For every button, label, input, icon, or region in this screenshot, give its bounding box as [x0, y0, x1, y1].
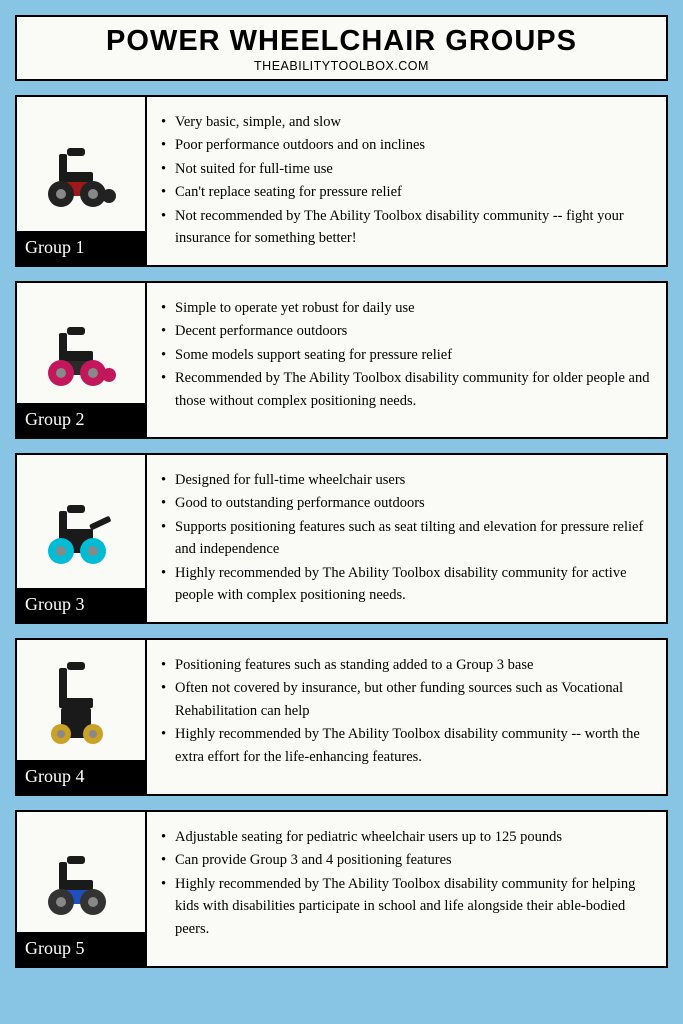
bullet-item: Poor performance outdoors and on incline…	[175, 134, 650, 156]
card-body: Designed for full-time wheelchair usersG…	[145, 455, 666, 622]
group-card: Group 1 Very basic, simple, and slowPoor …	[15, 95, 668, 267]
group-label: Group 3	[17, 588, 145, 622]
group-label: Group 4	[17, 760, 145, 794]
bullet-item: Designed for full-time wheelchair users	[175, 469, 650, 491]
bullet-item: Adjustable seating for pediatric wheelch…	[175, 826, 650, 848]
header-banner: POWER WHEELCHAIR GROUPS THEABILITYTOOLBO…	[15, 15, 668, 81]
wheelchair-icon	[31, 822, 131, 922]
bullet-item: Not suited for full-time use	[175, 158, 650, 180]
bullet-item: Not recommended by The Ability Toolbox d…	[175, 205, 650, 250]
wheelchair-image-box	[17, 640, 145, 760]
bullet-list: Designed for full-time wheelchair usersG…	[157, 469, 650, 607]
wheelchair-image-box	[17, 812, 145, 932]
bullet-item: Highly recommended by The Ability Toolbo…	[175, 723, 650, 768]
bullet-list: Positioning features such as standing ad…	[157, 654, 650, 768]
group-label: Group 2	[17, 403, 145, 437]
group-card: Group 4 Positioning features such as stan…	[15, 638, 668, 796]
card-body: Positioning features such as standing ad…	[145, 640, 666, 794]
group-card: Group 2 Simple to operate yet robust for …	[15, 281, 668, 439]
bullet-item: Very basic, simple, and slow	[175, 111, 650, 133]
card-left: Group 5	[17, 812, 145, 966]
card-left: Group 3	[17, 455, 145, 622]
wheelchair-image-box	[17, 97, 145, 231]
card-body: Adjustable seating for pediatric wheelch…	[145, 812, 666, 966]
bullet-item: Can't replace seating for pressure relie…	[175, 181, 650, 203]
bullet-item: Can provide Group 3 and 4 positioning fe…	[175, 849, 650, 871]
groups-container: Group 1 Very basic, simple, and slowPoor …	[15, 95, 668, 968]
page-title: POWER WHEELCHAIR GROUPS	[27, 25, 656, 58]
card-body: Simple to operate yet robust for daily u…	[145, 283, 666, 437]
group-card: Group 3 Designed for full-time wheelchair…	[15, 453, 668, 624]
wheelchair-icon	[31, 293, 131, 393]
bullet-item: Positioning features such as standing ad…	[175, 654, 650, 676]
page-subtitle: THEABILITYTOOLBOX.COM	[27, 59, 656, 73]
wheelchair-image-box	[17, 455, 145, 588]
bullet-list: Adjustable seating for pediatric wheelch…	[157, 826, 650, 940]
bullet-item: Highly recommended by The Ability Toolbo…	[175, 562, 650, 607]
card-left: Group 4	[17, 640, 145, 794]
bullet-item: Supports positioning features such as se…	[175, 516, 650, 561]
card-left: Group 1	[17, 97, 145, 265]
group-label: Group 5	[17, 932, 145, 966]
wheelchair-icon	[31, 471, 131, 571]
bullet-list: Very basic, simple, and slowPoor perform…	[157, 111, 650, 250]
bullet-item: Decent performance outdoors	[175, 320, 650, 342]
group-label: Group 1	[17, 231, 145, 265]
card-body: Very basic, simple, and slowPoor perform…	[145, 97, 666, 265]
wheelchair-icon	[31, 114, 131, 214]
bullet-item: Good to outstanding performance outdoors	[175, 492, 650, 514]
bullet-item: Simple to operate yet robust for daily u…	[175, 297, 650, 319]
bullet-item: Recommended by The Ability Toolbox disab…	[175, 367, 650, 412]
wheelchair-image-box	[17, 283, 145, 403]
bullet-item: Highly recommended by The Ability Toolbo…	[175, 873, 650, 940]
bullet-item: Often not covered by insurance, but othe…	[175, 677, 650, 722]
group-card: Group 5 Adjustable seating for pediatric …	[15, 810, 668, 968]
bullet-item: Some models support seating for pressure…	[175, 344, 650, 366]
wheelchair-icon	[31, 650, 131, 750]
card-left: Group 2	[17, 283, 145, 437]
bullet-list: Simple to operate yet robust for daily u…	[157, 297, 650, 412]
